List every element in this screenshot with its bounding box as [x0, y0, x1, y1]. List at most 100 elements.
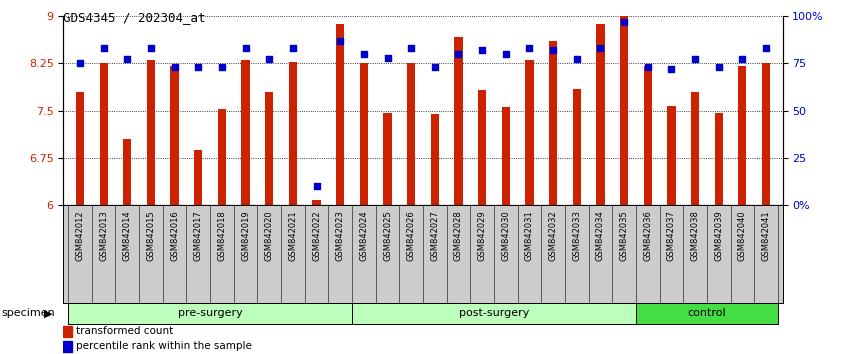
Bar	[312, 200, 321, 205]
Point	[239, 45, 252, 51]
Point	[74, 61, 87, 66]
Bar	[667, 105, 675, 205]
Bar	[383, 113, 392, 205]
Text: GSM842017: GSM842017	[194, 210, 203, 261]
Bar	[265, 92, 273, 205]
Text: GSM842018: GSM842018	[217, 210, 227, 261]
Text: GSM842033: GSM842033	[572, 210, 581, 261]
Point	[333, 38, 347, 44]
Text: control: control	[688, 308, 726, 318]
Bar	[194, 150, 202, 205]
Bar	[407, 63, 415, 205]
Bar	[147, 60, 155, 205]
Bar	[739, 67, 746, 205]
Point	[262, 57, 276, 62]
Bar	[549, 41, 558, 205]
Text: GSM842020: GSM842020	[265, 210, 274, 261]
Bar	[124, 139, 131, 205]
Bar	[288, 62, 297, 205]
Text: transformed count: transformed count	[75, 326, 173, 336]
Point	[404, 45, 418, 51]
Point	[523, 45, 536, 51]
Point	[665, 66, 678, 72]
Text: GSM842038: GSM842038	[690, 210, 700, 261]
Text: GSM842031: GSM842031	[525, 210, 534, 261]
Point	[215, 64, 228, 70]
Bar	[644, 67, 652, 205]
Point	[381, 55, 394, 61]
Text: percentile rank within the sample: percentile rank within the sample	[75, 342, 251, 352]
Text: GSM842036: GSM842036	[643, 210, 652, 261]
Point	[594, 45, 607, 51]
Point	[499, 51, 513, 57]
Bar	[336, 24, 344, 205]
Bar	[573, 88, 581, 205]
Text: GSM842041: GSM842041	[761, 210, 771, 261]
Text: GSM842027: GSM842027	[431, 210, 439, 261]
Point	[641, 64, 655, 70]
Text: GSM842030: GSM842030	[502, 210, 510, 261]
Bar	[636, 303, 777, 324]
Bar	[217, 109, 226, 205]
Bar	[63, 341, 72, 352]
Text: GSM842025: GSM842025	[383, 210, 392, 261]
Text: GSM842022: GSM842022	[312, 210, 321, 261]
Point	[97, 45, 111, 51]
Text: specimen: specimen	[2, 308, 56, 318]
Bar	[100, 63, 107, 205]
Point	[120, 57, 134, 62]
Point	[759, 45, 772, 51]
Point	[735, 57, 749, 62]
Text: GSM842015: GSM842015	[146, 210, 156, 261]
Text: GSM842021: GSM842021	[288, 210, 298, 261]
Text: GSM842035: GSM842035	[619, 210, 629, 261]
Bar	[454, 37, 463, 205]
Bar	[525, 60, 534, 205]
Bar	[76, 92, 84, 205]
Text: GSM842029: GSM842029	[478, 210, 486, 261]
Bar	[241, 60, 250, 205]
Point	[618, 19, 631, 24]
Bar	[478, 90, 486, 205]
Text: GSM842013: GSM842013	[99, 210, 108, 261]
Point	[310, 183, 323, 189]
Text: GSM842040: GSM842040	[738, 210, 747, 261]
Text: GSM842023: GSM842023	[336, 210, 344, 261]
Text: GSM842032: GSM842032	[548, 210, 558, 261]
Text: pre-surgery: pre-surgery	[178, 308, 243, 318]
Bar	[502, 108, 510, 205]
Point	[428, 64, 442, 70]
Bar	[352, 303, 636, 324]
Point	[475, 47, 489, 53]
Bar	[762, 63, 770, 205]
Bar	[620, 16, 629, 205]
Point	[547, 47, 560, 53]
Bar	[596, 24, 605, 205]
Text: GSM842016: GSM842016	[170, 210, 179, 261]
Point	[286, 45, 299, 51]
Point	[144, 45, 157, 51]
Point	[452, 51, 465, 57]
Bar	[360, 63, 368, 205]
Text: GSM842039: GSM842039	[714, 210, 723, 261]
Text: ▶: ▶	[44, 308, 52, 318]
Point	[191, 64, 205, 70]
Text: post-surgery: post-surgery	[459, 308, 529, 318]
Text: GSM842037: GSM842037	[667, 210, 676, 261]
Point	[168, 64, 181, 70]
Bar	[715, 113, 722, 205]
Text: GDS4345 / 202304_at: GDS4345 / 202304_at	[63, 11, 206, 24]
Text: GSM842024: GSM842024	[360, 210, 368, 261]
Bar	[691, 92, 699, 205]
Text: GSM842012: GSM842012	[75, 210, 85, 261]
Text: GSM842034: GSM842034	[596, 210, 605, 261]
Bar	[171, 67, 179, 205]
Bar	[63, 326, 72, 337]
Point	[570, 57, 584, 62]
Text: GSM842026: GSM842026	[407, 210, 415, 261]
Text: GSM842014: GSM842014	[123, 210, 132, 261]
Bar	[431, 114, 439, 205]
Text: GSM842019: GSM842019	[241, 210, 250, 261]
Point	[712, 64, 726, 70]
Bar	[69, 303, 352, 324]
